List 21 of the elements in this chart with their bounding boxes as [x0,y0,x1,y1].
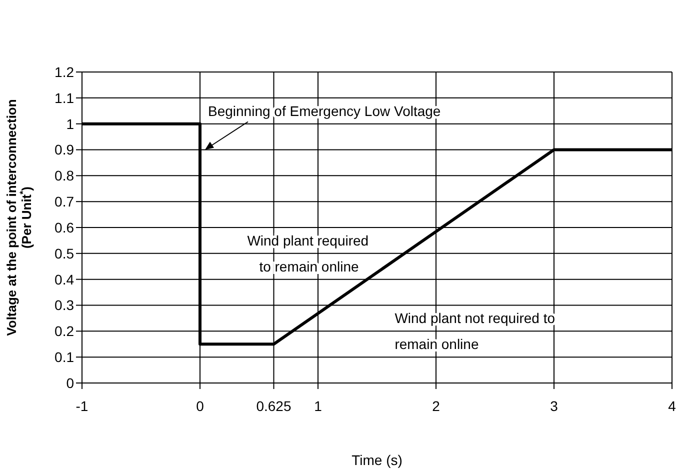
x-tick-label: 0 [196,398,204,414]
y-tick-label: 0.4 [54,271,74,288]
y-tick-label: 0.1 [54,349,74,366]
x-tick-label: 1 [314,398,322,414]
y-tick-label: 1.1 [54,90,74,106]
x-tick-label: 2 [432,398,440,414]
y-tick-label: 0.7 [54,194,74,210]
y-tick-label: 1 [66,116,74,132]
x-axis-title: Time (s) [352,452,402,468]
y-tick-label: 0.8 [54,168,74,184]
y-tick-label: 0.6 [54,219,74,236]
x-tick-label: -1 [76,398,88,414]
y-tick-label: 1.2 [54,64,74,80]
x-tick-label: 0.625 [256,398,292,414]
y-tick-label: 0.3 [54,297,74,314]
x-tick-label: 3 [550,398,558,414]
y-tick-label: 0.9 [54,142,74,158]
y-tick-label: 0 [66,374,74,391]
x-tick-label: 4 [668,398,676,414]
y-tick-label: 0.5 [54,245,74,262]
y-tick-label: 0.2 [54,323,74,340]
